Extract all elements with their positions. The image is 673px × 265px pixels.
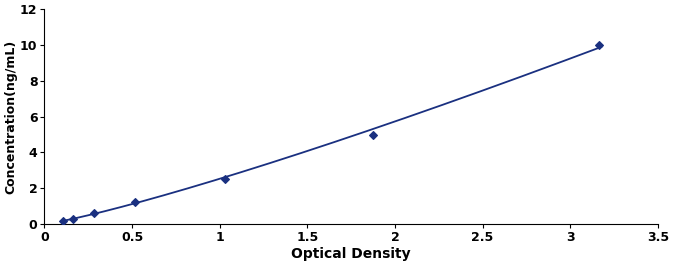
X-axis label: Optical Density: Optical Density [291, 247, 411, 261]
Y-axis label: Concentration(ng/mL): Concentration(ng/mL) [4, 39, 17, 194]
